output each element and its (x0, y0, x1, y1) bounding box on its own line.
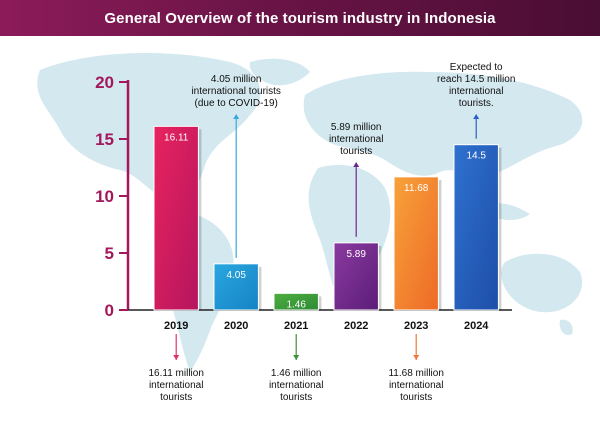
annotation-line: international (149, 380, 203, 391)
x-tick-label-2019: 2019 (164, 320, 188, 332)
arrow-head-icon (413, 355, 420, 360)
annotation-2023: 11.68 million international tourists (388, 368, 443, 403)
bar-2023 (393, 176, 439, 311)
y-tick-label: 0 (105, 301, 114, 320)
x-tick-label-2024: 2024 (464, 320, 489, 332)
value-label-2023: 11.68 (404, 183, 429, 194)
arrow-head-icon (353, 162, 360, 167)
x-tick-label-2020: 2020 (224, 320, 248, 332)
y-tick-label: 20 (95, 73, 114, 92)
value-label-2021: 1.46 (286, 299, 306, 310)
annotation-line: 5.89 million (331, 122, 382, 133)
header-banner: General Overview of the tourism industry… (0, 0, 600, 36)
annotation-line: 4.05 million (211, 74, 262, 85)
value-label-2024: 14.5 (466, 151, 486, 162)
x-tick-label-2022: 2022 (344, 320, 368, 332)
annotation-line: 16.11 million (148, 368, 203, 379)
value-label-2020: 4.05 (226, 270, 246, 281)
arrow-head-icon (173, 355, 180, 360)
arrow-head-icon (233, 114, 240, 119)
y-tick-label: 5 (105, 244, 114, 263)
annotation-line: tourists (400, 392, 432, 403)
x-tick-label-2023: 2023 (404, 320, 428, 332)
annotation-line: tourists (280, 392, 312, 403)
bar-2024 (453, 144, 499, 311)
arrow-head-icon (293, 355, 300, 360)
bar-2020 (213, 263, 259, 311)
arrow-head-icon (473, 114, 480, 119)
annotation-2022: 5.89 million international tourists (329, 122, 383, 157)
bar-2022 (333, 242, 379, 311)
annotation-line: international tourists (191, 86, 281, 97)
x-tick-label-2021: 2021 (284, 320, 308, 332)
annotation-line: (due to COVID-19) (195, 98, 278, 109)
annotation-line: international (269, 380, 323, 391)
value-label-2019: 16.11 (164, 132, 189, 143)
annotation-line: international (329, 134, 383, 145)
annotation-line: Expected to (450, 62, 503, 73)
annotation-2021: 1.46 million international tourists (269, 368, 323, 403)
annotation-line: tourists (340, 146, 372, 157)
annotation-line: reach 14.5 million (437, 74, 515, 85)
annotation-line: tourists (160, 392, 192, 403)
annotation-line: 11.68 million (388, 368, 443, 379)
y-tick-label: 10 (95, 187, 114, 206)
annotation-line: international (449, 86, 503, 97)
annotation-line: tourists. (459, 98, 494, 109)
annotation-line: 1.46 million (271, 368, 322, 379)
annotation-2024: Expected to reach 14.5 million internation… (437, 62, 515, 109)
bar-2021 (273, 292, 319, 311)
chart-title: General Overview of the tourism industry… (104, 9, 496, 27)
y-tick-label: 15 (95, 130, 114, 149)
bar-2019 (153, 125, 199, 311)
annotation-line: international (389, 380, 443, 391)
annotation-2020: 4.05 million international tourists (due t… (191, 74, 281, 109)
value-label-2022: 5.89 (346, 249, 366, 260)
annotation-2019: 16.11 million international tourists (148, 368, 203, 403)
